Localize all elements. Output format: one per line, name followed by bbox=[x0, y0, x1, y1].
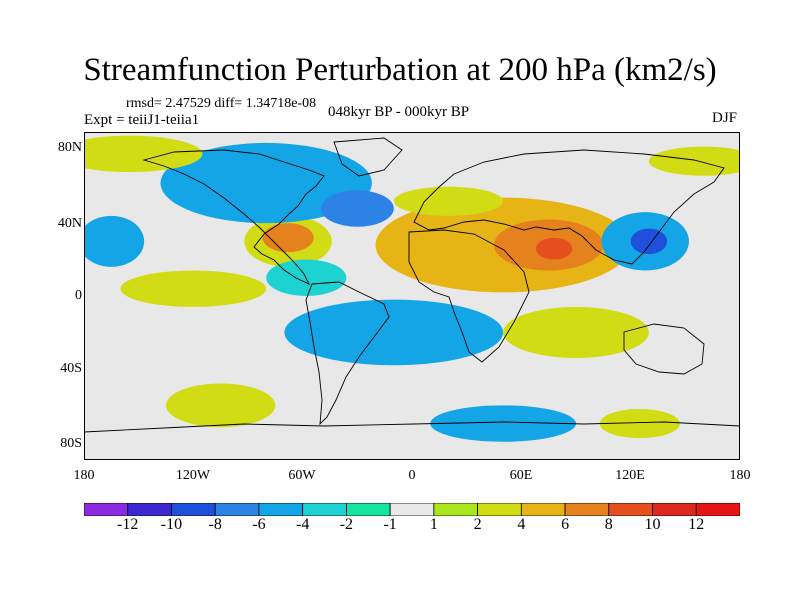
colorbar-label: 2 bbox=[473, 516, 482, 533]
field-layer bbox=[84, 135, 740, 442]
coastline-eurasia bbox=[413, 149, 725, 265]
colorbar-label: 8 bbox=[604, 516, 613, 533]
lat-tick: 80S bbox=[60, 436, 82, 451]
experiment-label: Expt = teiiJ1-teiia1 bbox=[84, 112, 200, 128]
colorbar-label: 4 bbox=[517, 516, 526, 533]
field-feature bbox=[503, 306, 649, 358]
field-feature bbox=[393, 186, 504, 216]
colorbar-box bbox=[695, 503, 740, 516]
colorbar-box bbox=[652, 503, 697, 516]
field-feature bbox=[84, 135, 203, 173]
field-feature bbox=[535, 237, 573, 260]
lon-tick: 180 bbox=[73, 468, 95, 483]
colorbar-box bbox=[564, 503, 610, 516]
colorbar-label: -2 bbox=[339, 516, 354, 533]
field-feature bbox=[430, 405, 576, 442]
field-feature bbox=[284, 299, 504, 366]
lat-tick: 40N bbox=[57, 216, 82, 231]
lon-tick: 0 bbox=[408, 468, 416, 483]
colorbar-label: 1 bbox=[429, 516, 438, 533]
colorbar-label: -4 bbox=[295, 516, 310, 533]
colorbar-box bbox=[127, 503, 172, 516]
stats-text: rmsd= 2.47529 diff= 1.34718e-08 bbox=[126, 96, 317, 111]
field-feature bbox=[648, 146, 740, 176]
lon-tick: 120E bbox=[615, 468, 645, 483]
colorbar-box bbox=[171, 503, 216, 516]
lat-tick: 80N bbox=[57, 140, 82, 155]
coastline-africa bbox=[408, 229, 530, 363]
colorbar-box bbox=[302, 503, 347, 516]
period-label: 048kyr BP - 000kyr BP bbox=[328, 104, 470, 120]
field-feature bbox=[320, 190, 394, 227]
lon-tick: 60W bbox=[288, 468, 316, 483]
colorbar-box bbox=[389, 503, 435, 516]
colorbar-label: -12 bbox=[117, 516, 139, 533]
colorbar-box bbox=[520, 503, 566, 516]
lon-tick: 180 bbox=[729, 468, 751, 483]
colorbar-label: 12 bbox=[688, 516, 705, 533]
map-panel bbox=[84, 132, 740, 460]
colorbar-label: -6 bbox=[252, 516, 266, 533]
field-feature bbox=[630, 228, 668, 255]
coastline-antarctica bbox=[84, 421, 740, 433]
season-label: DJF bbox=[712, 110, 738, 126]
colorbar-box bbox=[214, 503, 260, 516]
colorbar-box bbox=[608, 503, 653, 516]
coastline-south-america bbox=[305, 281, 390, 426]
field-feature bbox=[262, 223, 314, 253]
colorbar-box bbox=[84, 503, 129, 516]
map-frame bbox=[84, 132, 740, 460]
field-feature bbox=[166, 383, 276, 428]
colorbar-box bbox=[345, 503, 391, 516]
colorbar-label: 10 bbox=[644, 516, 661, 533]
field-feature bbox=[599, 408, 680, 439]
coastline-australia bbox=[623, 323, 705, 375]
lon-tick: 60E bbox=[509, 468, 533, 483]
coastlines bbox=[84, 137, 740, 433]
colorbar-box bbox=[433, 503, 479, 516]
colorbar-box bbox=[477, 503, 522, 516]
colorbar bbox=[84, 503, 740, 516]
field-feature bbox=[84, 215, 145, 267]
lat-tick: 0 bbox=[75, 288, 82, 303]
field-feature bbox=[120, 270, 267, 307]
coastline-north-america bbox=[142, 149, 325, 285]
colorbar-label: -10 bbox=[160, 516, 183, 533]
colorbar-label: -8 bbox=[208, 516, 222, 533]
lat-tick: 40S bbox=[60, 361, 82, 376]
coastline-greenland bbox=[333, 137, 403, 177]
lon-tick: 120W bbox=[175, 468, 211, 483]
field-feature bbox=[160, 142, 372, 224]
colorbar-box bbox=[258, 503, 304, 516]
map-title: Streamfunction Perturbation at 200 hPa (… bbox=[83, 52, 717, 88]
colorbar-label: -1 bbox=[383, 516, 397, 533]
colorbar-label: 6 bbox=[561, 516, 570, 533]
